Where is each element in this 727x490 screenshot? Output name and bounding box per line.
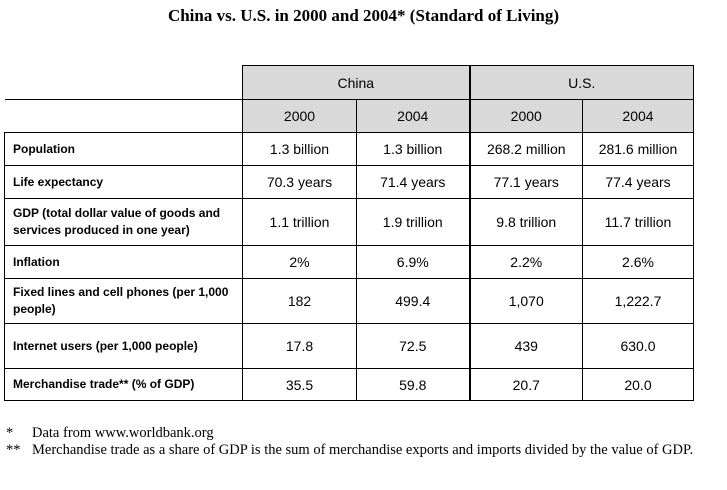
header-blank-cell (4, 99, 243, 133)
table-row: Internet users (per 1,000 people) 17.8 7… (4, 323, 694, 369)
table-cell: 630.0 (582, 323, 694, 369)
table-cell: 439 (469, 323, 583, 369)
table-cell: 77.4 years (582, 165, 694, 199)
table-cell: 11.7 trillion (582, 198, 694, 246)
year-header: 2000 (242, 99, 357, 133)
year-header: 2004 (356, 99, 471, 133)
table-cell: 77.1 years (469, 165, 583, 199)
footnote-mark: * (6, 425, 14, 441)
table-row: Population 1.3 billion 1.3 billion 268.2… (4, 132, 694, 166)
table-cell: 70.3 years (242, 165, 357, 199)
table-cell: 1,070 (469, 278, 583, 324)
table-cell: 2.2% (469, 245, 583, 279)
row-label: Life expectancy (4, 165, 243, 199)
table-cell: 1,222.7 (582, 278, 694, 324)
comparison-table: China U.S. 2000 2004 2000 2004 Populatio… (4, 65, 694, 401)
table-row: GDP (total dollar value of goods and ser… (4, 198, 694, 246)
table-cell: 1.1 trillion (242, 198, 357, 246)
row-label: Population (4, 132, 243, 166)
footnote-mark: ** (6, 442, 21, 458)
table-cell: 499.4 (356, 278, 471, 324)
table-row: Fixed lines and cell phones (per 1,000 p… (4, 278, 694, 324)
table-cell: 1.3 billion (356, 132, 471, 166)
table-cell: 71.4 years (356, 165, 471, 199)
group-header-us: U.S. (469, 65, 694, 100)
table-cell: 59.8 (356, 368, 471, 401)
table-cell: 9.8 trillion (469, 198, 583, 246)
row-label: GDP (total dollar value of goods and ser… (4, 198, 243, 246)
table-cell: 182 (242, 278, 357, 324)
group-header-row: China U.S. (4, 65, 694, 100)
table-cell: 2.6% (582, 245, 694, 279)
table-cell: 72.5 (356, 323, 471, 369)
page-title: China vs. U.S. in 2000 and 2004* (Standa… (167, 6, 560, 25)
table-cell: 281.6 million (582, 132, 694, 166)
table-cell: 1.9 trillion (356, 198, 471, 246)
footnote-text: Data from www.worldbank.org (32, 425, 214, 441)
year-header-row: 2000 2004 2000 2004 (4, 99, 694, 133)
header-blank-cell (4, 65, 243, 100)
group-header-china: China (242, 65, 471, 100)
table-row: Inflation 2% 6.9% 2.2% 2.6% (4, 245, 694, 279)
footnote-text: Merchandise trade as a share of GDP is t… (32, 442, 694, 458)
row-label: Fixed lines and cell phones (per 1,000 p… (4, 278, 243, 324)
table-row: Life expectancy 70.3 years 71.4 years 77… (4, 165, 694, 199)
table-cell: 20.7 (469, 368, 583, 401)
footnotes: * Data from www.worldbank.org ** Merchan… (6, 425, 721, 459)
table-row: Merchandise trade** (% of GDP) 35.5 59.8… (4, 368, 694, 401)
year-header: 2004 (582, 99, 694, 133)
year-header: 2000 (469, 99, 583, 133)
table-cell: 6.9% (356, 245, 471, 279)
table-cell: 17.8 (242, 323, 357, 369)
footnote: ** Merchandise trade as a share of GDP i… (6, 442, 721, 459)
row-label: Inflation (4, 245, 243, 279)
table-cell: 35.5 (242, 368, 357, 401)
row-label: Merchandise trade** (% of GDP) (4, 368, 243, 401)
table-cell: 20.0 (582, 368, 694, 401)
row-label: Internet users (per 1,000 people) (4, 323, 243, 369)
table-cell: 2% (242, 245, 357, 279)
table-cell: 268.2 million (469, 132, 583, 166)
table-cell: 1.3 billion (242, 132, 357, 166)
footnote: * Data from www.worldbank.org (6, 425, 721, 442)
